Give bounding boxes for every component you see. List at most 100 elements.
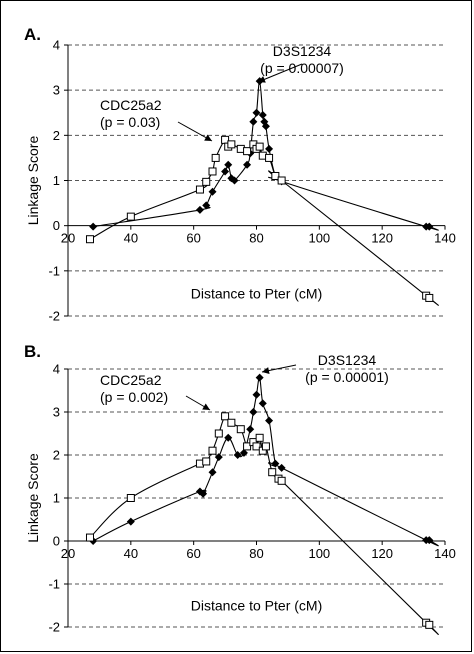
y-tick-label: -1: [48, 577, 60, 592]
y-tick-label: 0: [53, 218, 60, 233]
data-point-diamond: [277, 463, 286, 472]
data-point-diamond: [246, 425, 255, 434]
x-tick-label: 140: [434, 231, 456, 246]
data-point-square: [85, 533, 94, 542]
data-point-diamond: [224, 160, 233, 169]
panel-label: A.: [24, 25, 41, 44]
data-point-diamond: [202, 201, 211, 210]
y-tick-label: -1: [48, 263, 60, 278]
data-point-square: [227, 140, 236, 149]
data-point-square: [221, 412, 230, 421]
data-point-square: [202, 457, 211, 466]
data-point-diamond: [224, 433, 233, 442]
y-tick-label: 3: [53, 83, 60, 98]
annotation-text: (p = 0.03): [100, 114, 160, 130]
x-tick-label: 80: [249, 231, 263, 246]
annotation-2: CDC25a2(p = 0.03): [100, 97, 213, 142]
annotation-2: CDC25a2(p = 0.002): [100, 372, 211, 411]
data-point-square: [243, 442, 252, 451]
annotation-text: D3S1234: [318, 352, 377, 368]
data-point-diamond: [89, 222, 98, 231]
y-tick-label: 2: [53, 448, 60, 463]
data-point-square: [208, 167, 217, 176]
data-point-diamond: [233, 451, 242, 459]
data-point-square: [227, 418, 236, 427]
data-point-diamond: [258, 111, 267, 120]
annotation-1: D3S1234(p = 0.00001): [261, 352, 389, 385]
y-tick-label: 4: [53, 362, 60, 377]
data-point-square: [208, 446, 217, 455]
y-tick-label: 4: [53, 38, 60, 53]
data-point-square: [277, 176, 286, 185]
data-point-square: [425, 620, 434, 629]
data-point-square: [214, 429, 223, 438]
x-tick-label: 80: [249, 546, 263, 561]
x-tick-label: 100: [308, 231, 330, 246]
annotation-arrowhead: [204, 134, 212, 141]
data-point-square: [202, 177, 211, 186]
data-point-square: [255, 433, 264, 442]
y-tick-label: 1: [53, 491, 60, 506]
x-tick-label: 100: [308, 546, 330, 561]
x-axis-label: Distance to Pter (cM): [191, 598, 322, 614]
x-tick-label: 20: [61, 546, 75, 561]
data-point-square: [268, 468, 277, 477]
data-point-diamond: [425, 536, 434, 545]
data-point-diamond: [252, 108, 261, 117]
data-point-diamond: [243, 160, 252, 169]
data-point-diamond: [271, 459, 280, 468]
y-axis-label: Linkage Score: [25, 453, 41, 543]
data-point-diamond: [208, 468, 217, 477]
data-point-diamond: [214, 453, 223, 462]
data-point-square: [255, 142, 264, 151]
annotation-arrowhead: [258, 76, 266, 83]
x-tick-label: 120: [371, 546, 393, 561]
x-axis-label: Distance to Pter (cM): [191, 285, 322, 301]
data-point-diamond: [252, 390, 261, 399]
annotation-text: CDC25a2: [100, 97, 162, 113]
y-tick-label: 0: [53, 534, 60, 549]
data-point-diamond: [258, 399, 267, 408]
annotation-arrowhead: [262, 367, 270, 375]
series-line: [89, 138, 439, 306]
data-point-diamond: [255, 373, 264, 382]
data-point-square: [277, 476, 286, 485]
data-point-diamond: [195, 205, 204, 214]
data-point-square: [243, 147, 252, 156]
data-point-square: [126, 494, 135, 502]
data-point-diamond: [221, 167, 230, 176]
annotation-text: (p = 0.00007): [260, 60, 344, 76]
data-point-diamond: [199, 489, 208, 498]
annotation-text: CDC25a2: [100, 372, 162, 388]
x-tick-label: 120: [371, 231, 393, 246]
data-point-square: [265, 153, 274, 162]
series-2: [85, 412, 439, 635]
x-tick-label: 20: [61, 231, 75, 246]
data-point-square: [271, 171, 280, 180]
data-point-diamond: [261, 122, 270, 131]
data-point-diamond: [208, 187, 217, 196]
y-tick-label: 3: [53, 405, 60, 420]
data-point-square: [85, 235, 94, 244]
annotation-text: (p = 0.002): [100, 389, 168, 405]
annotation-arrow-line: [257, 63, 303, 83]
y-axis-label: Linkage Score: [25, 136, 41, 226]
x-tick-label: 40: [124, 231, 138, 246]
data-point-diamond: [239, 448, 248, 457]
panel-label: B.: [24, 342, 41, 361]
series-2: [85, 135, 439, 306]
data-point-diamond: [425, 222, 434, 231]
y-tick-label: 1: [53, 173, 60, 188]
y-tick-label: 2: [53, 128, 60, 143]
data-point-square: [252, 442, 261, 451]
chart-panel-2: B. -2 -1 0 1 2 3 4 20 40 60 80 100 120 140 Distance to …: [24, 342, 456, 635]
data-point-square: [236, 425, 245, 434]
y-tick-label: -2: [48, 309, 60, 324]
annotation-arrowhead: [202, 403, 210, 410]
x-tick-label: 60: [186, 546, 200, 561]
data-point-square: [261, 442, 270, 451]
data-point-square: [126, 212, 135, 221]
annotation-1: D3S1234(p = 0.00007): [257, 43, 344, 83]
